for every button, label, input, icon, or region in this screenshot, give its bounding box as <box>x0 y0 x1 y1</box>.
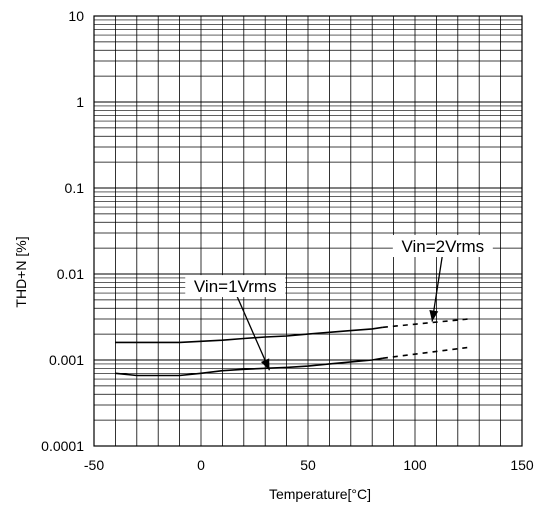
x-axis-title: Temperature[°C] <box>269 486 371 502</box>
y-tick-label: 0.0001 <box>41 438 84 454</box>
annotation-label: Vin=1Vrms <box>194 277 277 296</box>
series-line <box>115 326 384 344</box>
x-tick-label: 150 <box>510 457 534 473</box>
y-tick-label: 1 <box>76 94 84 110</box>
y-tick-label: 0.1 <box>65 180 85 196</box>
x-tick-label: 0 <box>197 457 205 473</box>
y-tick-label: 0.01 <box>57 266 84 282</box>
grid <box>93 16 523 447</box>
series-layer <box>115 318 469 377</box>
annotation-arrow-line <box>431 255 443 322</box>
annotation-label-background <box>185 275 286 298</box>
series-line <box>115 357 384 377</box>
y-axis-title: THD+N [%] <box>13 236 29 307</box>
tick-labels: -50 0 50 100 150 0.0001 0.001 0.01 0.1 1 10 <box>41 8 534 473</box>
annotation-layer: Vin=2Vrms Vin=1Vrms <box>185 235 493 371</box>
y-tick-label: 10 <box>68 8 84 24</box>
x-tick-label: 50 <box>300 457 316 473</box>
x-tick-label: 100 <box>403 457 427 473</box>
series-line-dashed-extension <box>382 318 469 329</box>
annotation-label-background <box>392 235 493 258</box>
series-line-dashed-extension <box>382 346 469 359</box>
plot-frame <box>93 15 523 447</box>
annotation-arrowhead <box>260 358 270 371</box>
annotation-arrow-line <box>236 295 271 371</box>
annotation-arrowhead <box>429 309 439 322</box>
y-tick-label: 0.001 <box>49 352 84 368</box>
annotation-label: Vin=2Vrms <box>401 237 484 256</box>
x-tick-label: -50 <box>84 457 104 473</box>
